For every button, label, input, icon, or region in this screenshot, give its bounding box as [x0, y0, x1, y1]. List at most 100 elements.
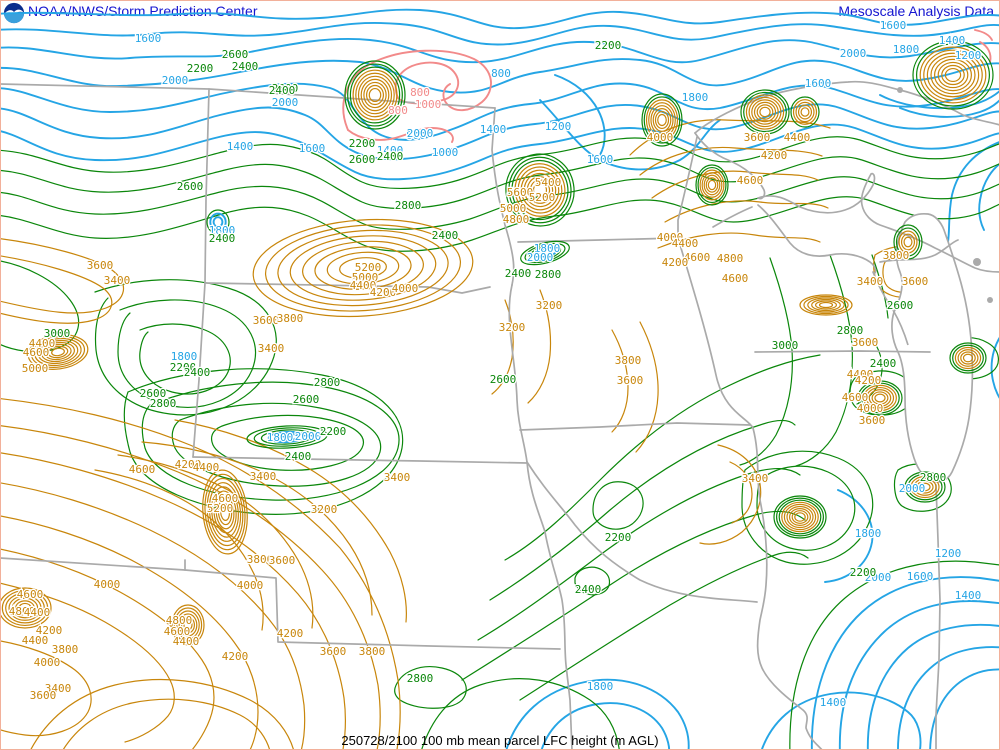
contour-label: 1800 [534, 242, 561, 255]
contour-label: 2600 [140, 387, 167, 400]
contour-label: 2800 [150, 397, 177, 410]
contour-label: 2600 [177, 180, 204, 193]
contour-label: 2200 [595, 39, 622, 52]
contour-label: 2400 [432, 229, 459, 242]
contour-label: 2000 [295, 430, 322, 443]
contour-label: 5200 [207, 502, 234, 515]
contour-label: 2200 [605, 531, 632, 544]
contour-label: 3600 [859, 414, 886, 427]
contour-label: 1400 [939, 34, 966, 47]
contour-label: 4600 [684, 251, 711, 264]
contour-label: 3600 [87, 259, 114, 272]
contour-label: 1400 [377, 144, 404, 157]
contour-label: 4600 [129, 463, 156, 476]
contour-label: 4600 [737, 174, 764, 187]
contour-label: 2000 [899, 482, 926, 495]
contour-label: 4200 [222, 650, 249, 663]
contour-label: 3200 [311, 503, 338, 516]
contour-label: 4800 [9, 605, 36, 618]
contour-label: 800 [410, 86, 430, 99]
contour-label: 4200 [761, 149, 788, 162]
contour-label: 4400 [29, 337, 56, 350]
contour-label: 3200 [499, 321, 526, 334]
contour-label: 2800 [407, 672, 434, 685]
contour-label: 3800 [277, 312, 304, 325]
contour-label: 3600 [744, 131, 771, 144]
contour-label: 5200 [529, 191, 556, 204]
contour-label: 3400 [857, 275, 884, 288]
contour-label: 3400 [250, 470, 277, 483]
contour-label: 2200 [850, 566, 877, 579]
contour-label: 2400 [505, 267, 532, 280]
contour-label: 1800 [587, 680, 614, 693]
contour-label: 5000 [352, 271, 379, 284]
contour-knots [0, 40, 994, 646]
contour-label: 2600 [490, 373, 517, 386]
contour-label: 5000 [500, 202, 527, 215]
contour-label: 4600 [164, 625, 191, 638]
contour-label: 2600 [887, 299, 914, 312]
contour-label: 2000 [840, 47, 867, 60]
contour-label: 1800 [171, 350, 198, 363]
contour-label: 1000 [432, 146, 459, 159]
contour-label: 4200 [855, 374, 882, 387]
contour-label: 3400 [258, 342, 285, 355]
contour-label: 800 [388, 104, 408, 117]
contour-label: 5600 [507, 186, 534, 199]
contour-label: 3400 [104, 274, 131, 287]
contour-label: 1200 [545, 120, 572, 133]
contour-label: 2800 [395, 199, 422, 212]
contour-label: 1600 [135, 32, 162, 45]
contour-label: 2800 [837, 324, 864, 337]
contour-label: 3800 [52, 643, 79, 656]
contour-label: 4400 [193, 461, 220, 474]
contour-label: 3800 [883, 249, 910, 262]
contour-label: 4600 [722, 272, 749, 285]
contour-label: 2800 [920, 471, 947, 484]
contour-label: 3800 [247, 553, 274, 566]
contour-label: 1400 [480, 123, 507, 136]
contour-label: 4400 [350, 279, 377, 292]
contour-label: 4000 [392, 282, 419, 295]
contour-label: 1400 [820, 696, 847, 709]
contour-label: 4600 [23, 346, 50, 359]
contour-label: 1600 [805, 77, 832, 90]
contour-label: 5400 [535, 176, 562, 189]
contour-label: 1200 [935, 547, 962, 560]
contour-label: 4200 [36, 624, 63, 637]
contour-label: 4000 [857, 402, 884, 415]
contour-label: 2000 [162, 74, 189, 87]
contour-label: 2400 [269, 84, 296, 97]
contours-green-mid [0, 136, 1000, 750]
contour-label: 1400 [227, 140, 254, 153]
contour-label: 4800 [166, 614, 193, 627]
contour-label: 3000 [44, 327, 71, 340]
contour-label: 2000 [527, 251, 554, 264]
agency-title: NOAA/NWS/Storm Prediction Center [28, 3, 258, 19]
contour-label: 2600 [293, 393, 320, 406]
contour-label: 2400 [209, 232, 236, 245]
contour-label: 2000 [407, 127, 434, 140]
contour-label: 4600 [842, 391, 869, 404]
contour-label: 4600 [17, 588, 44, 601]
contour-label: 4000 [657, 231, 684, 244]
contour-label: 2200 [187, 62, 214, 75]
contour-label: 2400 [377, 150, 404, 163]
contour-label: 2600 [222, 48, 249, 61]
contour-label: 4000 [647, 131, 674, 144]
contour-label: 4200 [175, 458, 202, 471]
contour-label: 4000 [94, 578, 121, 591]
contour-label: 1000 [415, 98, 442, 111]
contour-label: 1200 [955, 49, 982, 62]
contour-label: 4600 [212, 492, 239, 505]
contour-label: 3600 [30, 689, 57, 702]
contour-label: 3400 [742, 472, 769, 485]
contour-label: 3000 [772, 339, 799, 352]
contour-label: 2400 [870, 357, 897, 370]
contour-label: 4400 [22, 634, 49, 647]
contour-label: 2600 [349, 153, 376, 166]
contour-label: 4200 [370, 286, 397, 299]
contour-label: 2800 [535, 268, 562, 281]
